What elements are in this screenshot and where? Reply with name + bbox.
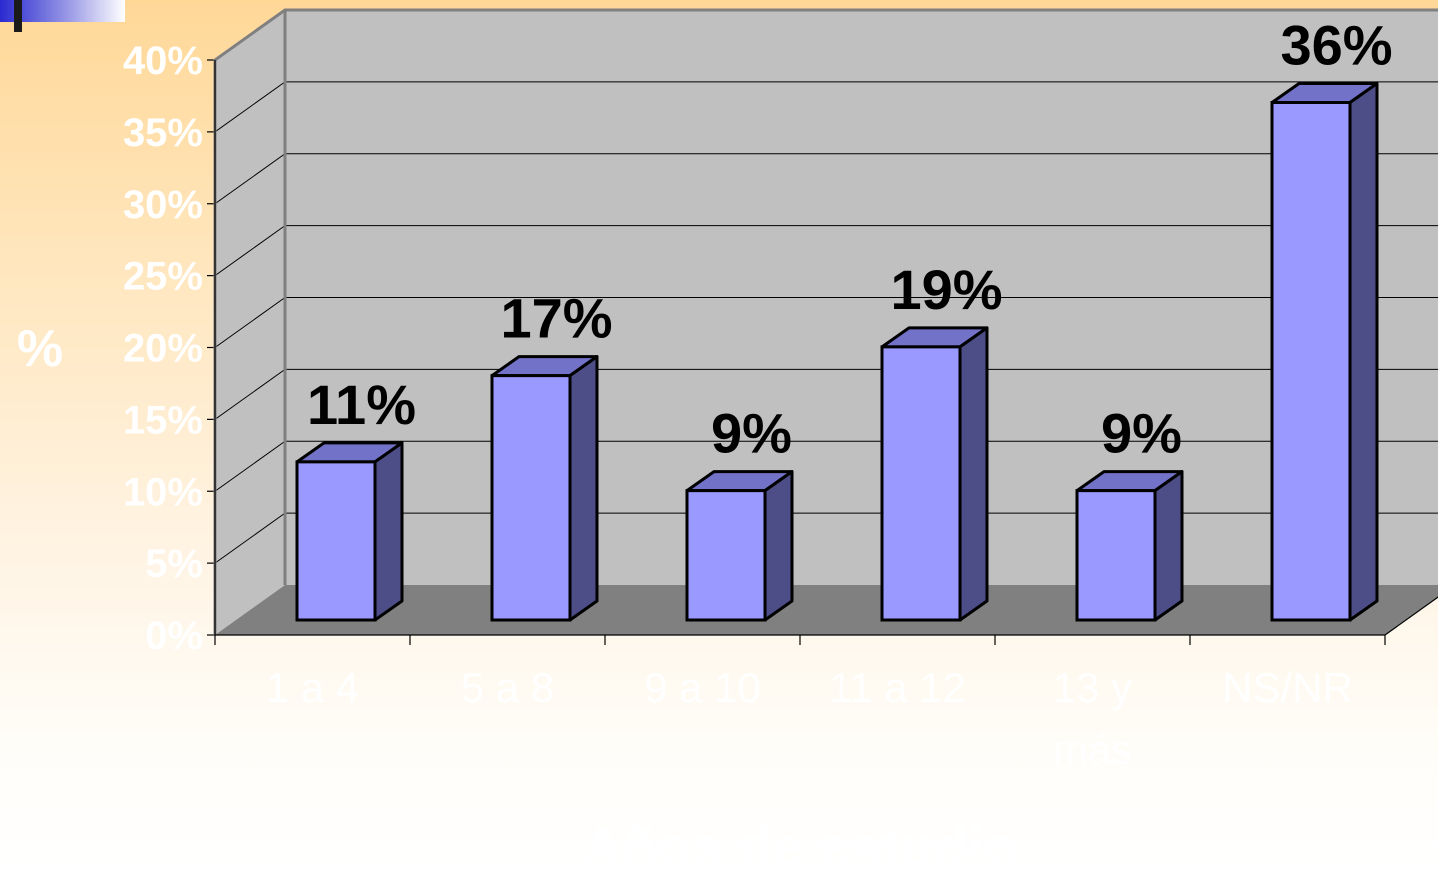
y-tick-label: 10% — [123, 470, 203, 514]
bar — [1270, 82, 1379, 622]
bar-front — [1075, 489, 1157, 622]
data-label: 36% — [1280, 14, 1392, 77]
bar — [685, 470, 794, 622]
corner-decoration — [0, 0, 125, 32]
data-label: 9% — [711, 402, 792, 465]
x-tick-label: 5 a 8 — [461, 664, 554, 711]
y-axis-title: % — [17, 320, 63, 378]
data-label: 17% — [500, 287, 612, 350]
bar-front — [880, 345, 962, 622]
bar-side — [1153, 470, 1184, 622]
gridline-side — [214, 297, 286, 348]
y-tick-label: 0% — [145, 614, 203, 658]
data-label: 11% — [307, 373, 416, 436]
bar — [880, 326, 989, 622]
y-tick-label: 40% — [123, 39, 203, 83]
bar-front — [295, 460, 377, 622]
bar-side — [373, 441, 404, 622]
bar-front — [1270, 101, 1352, 622]
bars — [295, 82, 1379, 622]
gridline-side — [214, 368, 286, 420]
x-tick-label: 13 y — [1053, 664, 1132, 711]
y-tick-label: 35% — [123, 111, 203, 155]
x-tick-label: 9 a 10 — [644, 664, 761, 711]
x-tick-label: 11 a 12 — [829, 664, 966, 711]
bar-side — [958, 326, 989, 622]
gridline-side — [214, 153, 286, 205]
bar-front — [490, 374, 572, 622]
labels: 0% 5% 10% 15% 20% 25% 30% 35% 40% 11% 1 a 4 17% 5 a … — [123, 14, 1393, 774]
x-axis-title: Años de estudio — [582, 815, 1018, 871]
gridlines — [214, 81, 1438, 564]
gridline-side — [214, 225, 286, 277]
x-tick-label: más — [1053, 726, 1132, 773]
y-tick-label: 20% — [123, 327, 203, 371]
y-tick-label: 30% — [123, 183, 203, 227]
bar — [295, 441, 404, 622]
bar-front — [685, 489, 767, 622]
y-tick-label: 25% — [123, 255, 203, 299]
x-tick-label: 1 a 4 — [266, 664, 359, 711]
gridline-side — [214, 440, 286, 492]
bar-side — [568, 355, 599, 622]
gridline-side — [214, 512, 286, 564]
y-tick-label: 5% — [145, 542, 203, 586]
floor-right-edge — [1384, 596, 1438, 636]
data-label: 19% — [890, 258, 1002, 321]
axes — [207, 8, 1438, 645]
bar — [1075, 470, 1184, 622]
data-label: 9% — [1101, 402, 1182, 465]
bar-side — [763, 470, 794, 622]
gridline-side — [214, 81, 286, 133]
y-tick-label: 15% — [123, 398, 203, 442]
x-tick-label: NS/NR — [1222, 664, 1353, 711]
bar — [490, 355, 599, 622]
bar-side — [1348, 82, 1379, 622]
